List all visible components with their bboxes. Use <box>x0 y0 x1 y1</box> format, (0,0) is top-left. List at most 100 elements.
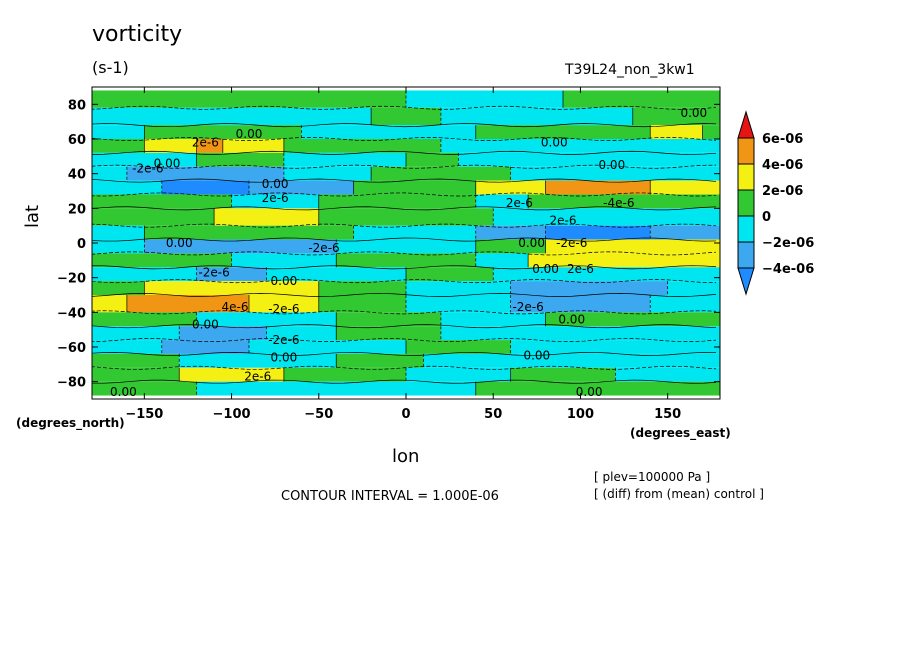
field-cell <box>510 367 616 382</box>
colorbar-label: −2e-06 <box>762 236 814 251</box>
field-cell <box>406 152 459 167</box>
field-cell <box>475 125 651 139</box>
field-cell <box>92 239 145 254</box>
field-cell <box>231 253 337 268</box>
field-cell <box>92 166 127 181</box>
field-cell <box>92 381 197 396</box>
field-cell <box>406 367 511 382</box>
field-cell <box>266 267 406 282</box>
field-cell <box>92 295 127 313</box>
contour-line <box>92 137 717 141</box>
contour-label: 0.00 <box>523 349 550 363</box>
field-cell <box>92 180 162 195</box>
contour-label: 2e-6 <box>550 213 577 227</box>
contour-label: 0.00 <box>541 135 568 149</box>
contour-label: 2e-6 <box>262 191 289 205</box>
field-cell <box>440 139 720 153</box>
field-cell <box>632 107 720 126</box>
y-tick-label: −20 <box>57 272 86 287</box>
field-cell <box>458 152 720 167</box>
field-cell <box>440 326 720 341</box>
field-cell <box>336 353 424 368</box>
field-cell <box>196 381 476 396</box>
field-cell <box>92 253 232 268</box>
field-cell <box>283 367 406 382</box>
field-cell <box>475 253 529 268</box>
colorbar: 6e-06 4e-06 2e-06 0 −2e-06 −4e-06 <box>737 110 814 296</box>
y-tick-label: 20 <box>68 202 86 217</box>
field-cell <box>196 139 223 153</box>
colorbar-label: 6e-06 <box>762 132 803 147</box>
contour-line <box>92 310 717 315</box>
contour-lines <box>92 90 717 396</box>
field-cell <box>406 295 511 313</box>
field-cell <box>214 208 319 226</box>
field-cell <box>92 312 197 327</box>
contour-label: -2e-6 <box>512 300 543 314</box>
contour-label: 0.00 <box>576 385 603 399</box>
field-cell <box>423 353 720 368</box>
field-cell <box>196 152 284 167</box>
contour-label: 0.00 <box>262 177 289 191</box>
y-axis-units: (degrees_north) <box>16 416 125 430</box>
diff-note: [ (diff) from (mean) control ] <box>594 487 764 501</box>
field-cell <box>266 326 337 341</box>
field-cell <box>406 340 511 354</box>
field-cell <box>161 340 249 354</box>
field-cell <box>92 367 180 382</box>
y-tick-label: 0 <box>77 237 86 252</box>
field-cell <box>144 139 197 153</box>
field-cell <box>510 295 651 313</box>
field-cell <box>440 312 546 327</box>
contour-label: 0.00 <box>192 317 219 331</box>
plev-note: [ plev=100000 Pa ] <box>594 470 711 484</box>
field-cell <box>371 166 511 181</box>
field-cell <box>371 107 441 126</box>
field-cell <box>196 312 337 327</box>
field-cell <box>161 180 249 195</box>
field-cell <box>545 312 720 327</box>
field-cell <box>510 340 720 354</box>
contour-line <box>92 279 717 284</box>
field-cell <box>144 239 337 254</box>
contour-line <box>92 338 717 343</box>
colorbar-label: −4e-06 <box>762 262 814 277</box>
contour-line <box>92 251 717 256</box>
field-cell <box>249 295 319 313</box>
contour-label: -4e-6 <box>603 196 634 210</box>
x-ticks: −150 −100 −50 0 50 100 150 <box>125 87 681 422</box>
field-cell <box>92 194 232 209</box>
chart-title: vorticity <box>92 22 183 47</box>
field-cell <box>283 152 406 167</box>
y-tick-label: 60 <box>68 133 86 148</box>
x-tick-label: −50 <box>304 407 333 422</box>
contour-label: -2e-6 <box>132 161 163 175</box>
colorbar-swatch <box>737 241 755 269</box>
colorbar-label: 2e-06 <box>762 184 803 199</box>
y-tick-label: 80 <box>68 98 86 113</box>
field-cell <box>283 166 372 181</box>
field-cell <box>144 125 302 139</box>
contour-label: 0.00 <box>271 350 298 364</box>
contour-label: 0.00 <box>518 236 545 250</box>
field-cell <box>92 139 145 153</box>
field-cell <box>475 225 546 240</box>
field-cell <box>222 139 284 153</box>
contour-label: 4e-6 <box>222 300 249 314</box>
field-cell <box>318 208 494 226</box>
field-cell <box>92 225 145 240</box>
contour-label: -2e-6 <box>198 265 229 279</box>
contour-label: 0.00 <box>558 312 585 326</box>
field-cell <box>475 194 529 209</box>
contour-line <box>92 223 717 228</box>
contour-label: -2e-6 <box>556 236 587 250</box>
field-cell <box>650 125 703 139</box>
field-cell <box>179 353 337 368</box>
contour-label: -2e-6 <box>268 302 299 316</box>
y-ticks: 80 60 40 20 0 −20 −40 −60 −80 <box>57 98 720 391</box>
contour-line <box>92 365 717 370</box>
colorbar-extend-low <box>737 267 755 296</box>
field-cell <box>528 253 720 268</box>
field-cell <box>510 281 668 295</box>
contour-label: 0.00 <box>598 158 625 172</box>
